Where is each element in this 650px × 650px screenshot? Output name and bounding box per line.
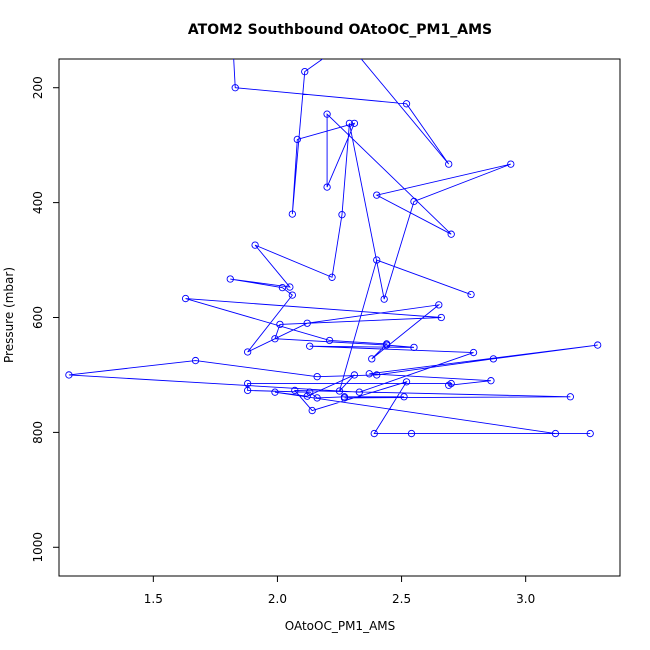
plot-area (65, 39, 602, 438)
data-point (243, 379, 252, 388)
series-line (68, 59, 598, 434)
data-point (368, 355, 376, 363)
data-point (402, 100, 411, 108)
data-point (365, 370, 373, 378)
data-point (301, 67, 309, 76)
data-point (489, 355, 498, 363)
data-point (231, 84, 239, 92)
data-point (380, 295, 388, 303)
data-point (313, 373, 321, 381)
data-point (181, 294, 190, 303)
y-tick-label: 1000 (31, 532, 45, 563)
data-point (243, 386, 252, 395)
data-point (286, 283, 294, 291)
x-tick-label: 2.5 (392, 592, 411, 606)
data-point (407, 429, 416, 438)
data-point (335, 387, 344, 395)
data-point (410, 197, 418, 206)
data-point (303, 319, 311, 327)
data-point (467, 290, 475, 299)
data-point (288, 210, 296, 218)
data-point (328, 273, 336, 281)
data-point (551, 429, 560, 438)
data-point (323, 183, 331, 191)
data-point (586, 429, 594, 438)
data-point (373, 371, 381, 379)
data-point (400, 393, 408, 401)
data-point (303, 392, 311, 400)
data-point (251, 241, 259, 249)
data-point (445, 160, 453, 168)
y-axis: 200 400 600 800 1000 (31, 76, 59, 563)
y-tick-label: 600 (31, 306, 45, 329)
data-point (507, 160, 515, 168)
data-point (437, 313, 445, 322)
data-point (410, 343, 418, 352)
data-point (469, 348, 478, 357)
data-point (447, 230, 455, 238)
data-point (291, 386, 299, 395)
data-point (373, 256, 381, 264)
data-point (594, 341, 602, 349)
data-point (308, 406, 316, 415)
data-point (350, 371, 359, 379)
data-point (226, 275, 234, 283)
data-point (271, 388, 279, 396)
chart-title: ATOM2 Southbound OAtoOC_PM1_AMS (188, 22, 492, 38)
y-tick-label: 400 (31, 191, 45, 214)
data-point (271, 335, 279, 343)
data-point (345, 119, 354, 127)
y-axis-label: Pressure (mbar) (2, 267, 16, 363)
data-point (191, 356, 200, 365)
data-point (344, 39, 350, 45)
data-point (243, 348, 252, 356)
data-point (288, 291, 296, 299)
y-tick-label: 200 (31, 76, 45, 99)
plot-frame (58, 58, 621, 577)
data-point (278, 283, 287, 292)
data-point (338, 211, 346, 219)
data-point (306, 342, 314, 350)
x-axis-label: OAtoOC_PM1_AMS (285, 619, 396, 633)
data-point (313, 394, 321, 402)
data-point (340, 394, 349, 402)
x-tick-label: 3.0 (516, 592, 535, 606)
x-tick-label: 1.5 (144, 592, 163, 606)
data-point (306, 388, 314, 396)
data-point (323, 110, 331, 118)
data-point (370, 429, 378, 438)
data-point (325, 336, 334, 345)
data-point (373, 191, 381, 199)
data-point (355, 388, 364, 396)
data-point (293, 135, 301, 144)
data-point (402, 378, 411, 386)
data-point (230, 39, 236, 45)
data-point (566, 393, 574, 401)
data-point (487, 377, 495, 385)
data-point (350, 119, 359, 127)
x-tick-label: 2.0 (268, 592, 287, 606)
data-point (435, 301, 443, 309)
data-point (383, 341, 391, 349)
data-point (447, 379, 455, 388)
y-tick-label: 800 (31, 421, 45, 444)
data-point (276, 320, 284, 329)
x-axis: 1.5 2.0 2.5 3.0 (144, 576, 535, 606)
data-point (65, 371, 73, 379)
